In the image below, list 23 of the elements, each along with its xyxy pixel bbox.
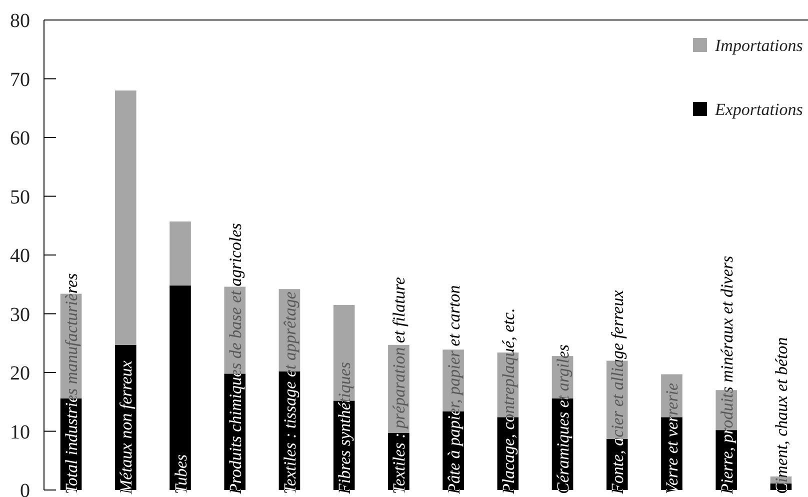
x-tick-label: Produits chimiques de base et agricoles	[226, 222, 245, 495]
x-tick-label: Verre et verrerie	[662, 382, 682, 494]
y-tick-label: 80	[10, 10, 30, 32]
y-tick-label: 30	[10, 304, 30, 326]
y-tick-label: 10	[10, 421, 30, 444]
x-tick-label: Céramiques et argiles	[554, 344, 573, 494]
y-tick-label: 40	[10, 245, 30, 267]
y-tick-label: 70	[10, 68, 30, 91]
x-tick-label: Fibres synthétiques	[335, 362, 354, 495]
x-tick-label: Pierre, produits minéraux et divers	[717, 256, 736, 495]
y-tick-label: 60	[10, 128, 30, 150]
bar	[170, 222, 191, 286]
x-tick-label: Pâte à papier, papier et carton	[444, 285, 464, 495]
legend-label: Exportations	[714, 100, 804, 119]
y-tick-label: 0	[20, 480, 30, 497]
x-tick-label: Ciment, chaux et béton	[772, 337, 791, 494]
y-tick-label: 50	[10, 186, 30, 208]
x-tick-label: Fonte, acier et alliage ferreux	[608, 290, 628, 495]
bar	[114, 90, 136, 345]
x-tick-label: Tubes	[171, 454, 190, 494]
y-tick-label: 20	[10, 362, 30, 384]
x-tick-label: Placage, contreplaqué, etc.	[498, 308, 518, 495]
legend-label: Importations	[714, 36, 804, 55]
